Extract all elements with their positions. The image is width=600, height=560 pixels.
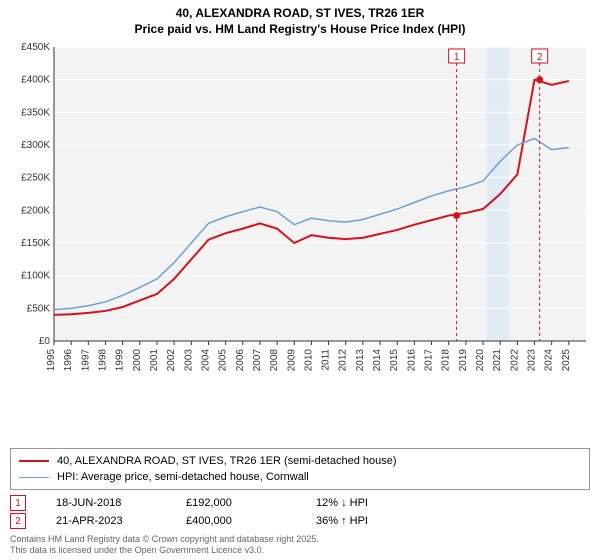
- legend-swatch: [19, 477, 49, 479]
- marker-date: 21-APR-2023: [56, 515, 156, 527]
- svg-text:2003: 2003: [183, 349, 194, 372]
- svg-text:2020: 2020: [475, 349, 486, 372]
- svg-text:2021: 2021: [492, 349, 503, 372]
- title-line1: 40, ALEXANDRA ROAD, ST IVES, TR26 1ER: [10, 6, 590, 22]
- title-line2: Price paid vs. HM Land Registry's House …: [10, 22, 590, 38]
- marker-row: 2 21-APR-2023 £400,000 36% ↑ HPI: [10, 512, 590, 530]
- svg-text:2011: 2011: [321, 349, 332, 371]
- markers-table: 1 18-JUN-2018 £192,000 12% ↓ HPI 2 21-AP…: [10, 494, 590, 530]
- svg-text:2007: 2007: [252, 349, 263, 372]
- svg-text:£100K: £100K: [21, 271, 50, 282]
- svg-text:£250K: £250K: [21, 173, 50, 184]
- svg-text:2013: 2013: [355, 349, 366, 372]
- svg-text:2014: 2014: [372, 349, 383, 372]
- svg-text:2016: 2016: [406, 349, 417, 372]
- svg-text:2010: 2010: [303, 349, 314, 372]
- svg-text:1999: 1999: [115, 349, 126, 372]
- marker-delta: 12% ↓ HPI: [316, 497, 416, 509]
- line-chart: £0 £50K £100K £150K £200K £250K £300K £350K £400…: [10, 41, 590, 381]
- svg-text:£50K: £50K: [27, 304, 51, 315]
- footer-line2: This data is licensed under the Open Gov…: [10, 545, 590, 556]
- marker-delta: 36% ↑ HPI: [316, 515, 416, 527]
- svg-text:2006: 2006: [235, 349, 246, 372]
- svg-text:2004: 2004: [200, 349, 211, 372]
- svg-text:£200K: £200K: [21, 206, 50, 217]
- svg-text:2000: 2000: [132, 349, 143, 372]
- footer-line1: Contains HM Land Registry data © Crown c…: [10, 534, 590, 545]
- marker-date: 18-JUN-2018: [56, 497, 156, 509]
- legend-row: 40, ALEXANDRA ROAD, ST IVES, TR26 1ER (s…: [19, 453, 581, 469]
- svg-text:2009: 2009: [286, 349, 297, 372]
- legend-label: HPI: Average price, semi-detached house,…: [57, 471, 309, 483]
- svg-text:1: 1: [454, 52, 460, 63]
- legend-row: HPI: Average price, semi-detached house,…: [19, 469, 581, 485]
- svg-text:2008: 2008: [269, 349, 280, 372]
- svg-text:1998: 1998: [97, 349, 108, 372]
- svg-text:2012: 2012: [338, 349, 349, 372]
- chart-container: 40, ALEXANDRA ROAD, ST IVES, TR26 1ER Pr…: [0, 0, 600, 560]
- svg-text:2017: 2017: [424, 349, 435, 372]
- svg-text:2018: 2018: [441, 349, 452, 372]
- svg-text:2015: 2015: [389, 349, 400, 372]
- svg-text:£400K: £400K: [21, 75, 50, 86]
- legend-swatch: [19, 460, 49, 462]
- marker-price: £400,000: [186, 515, 286, 527]
- svg-text:1996: 1996: [63, 349, 74, 372]
- svg-text:£150K: £150K: [21, 238, 50, 249]
- svg-text:2: 2: [537, 52, 543, 63]
- svg-text:2023: 2023: [527, 349, 538, 372]
- svg-text:2022: 2022: [509, 349, 520, 372]
- svg-text:£300K: £300K: [21, 140, 50, 151]
- title-block: 40, ALEXANDRA ROAD, ST IVES, TR26 1ER Pr…: [10, 6, 590, 37]
- marker-badge: 2: [10, 513, 26, 529]
- svg-text:2002: 2002: [166, 349, 177, 372]
- marker-badge: 1: [10, 495, 26, 511]
- svg-text:£450K: £450K: [21, 42, 50, 53]
- svg-text:£0: £0: [39, 336, 51, 347]
- svg-text:1997: 1997: [80, 349, 91, 372]
- legend-label: 40, ALEXANDRA ROAD, ST IVES, TR26 1ER (s…: [57, 455, 397, 467]
- svg-text:1995: 1995: [46, 349, 57, 372]
- marker-row: 1 18-JUN-2018 £192,000 12% ↓ HPI: [10, 494, 590, 512]
- svg-text:2024: 2024: [544, 349, 555, 372]
- svg-text:£350K: £350K: [21, 108, 50, 119]
- footer: Contains HM Land Registry data © Crown c…: [10, 534, 590, 556]
- chart-area: £0 £50K £100K £150K £200K £250K £300K £350K £400…: [10, 41, 590, 446]
- svg-text:2025: 2025: [561, 349, 572, 372]
- legend: 40, ALEXANDRA ROAD, ST IVES, TR26 1ER (s…: [10, 448, 590, 490]
- svg-text:2019: 2019: [458, 349, 469, 372]
- svg-text:2001: 2001: [149, 349, 160, 372]
- marker-price: £192,000: [186, 497, 286, 509]
- svg-text:2005: 2005: [218, 349, 229, 372]
